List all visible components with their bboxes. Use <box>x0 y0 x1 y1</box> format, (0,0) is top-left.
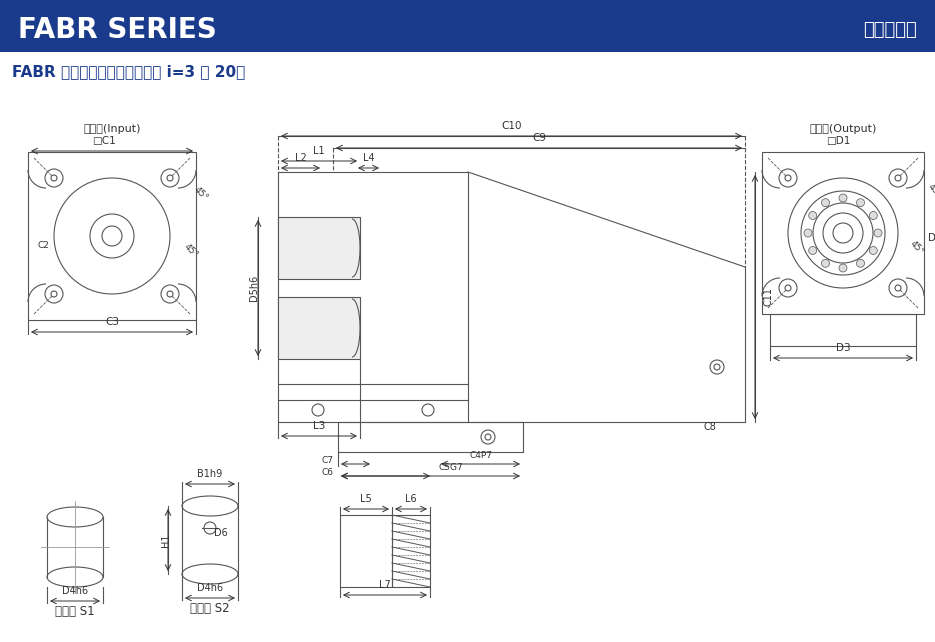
Text: C4P7: C4P7 <box>469 451 492 460</box>
Text: D6: D6 <box>214 528 228 538</box>
Text: □C1: □C1 <box>93 136 116 146</box>
Text: L4: L4 <box>363 153 374 163</box>
Circle shape <box>839 264 847 272</box>
Bar <box>278 217 360 279</box>
Text: C2: C2 <box>38 241 50 250</box>
Text: C7: C7 <box>322 456 334 465</box>
Text: FABR 系列尺寸（单节，减速比 i=3 ～ 20）: FABR 系列尺寸（单节，减速比 i=3 ～ 20） <box>12 64 245 80</box>
Text: 45°: 45° <box>182 243 199 260</box>
Text: C10: C10 <box>501 121 522 131</box>
Text: 输入端(Input): 输入端(Input) <box>83 124 141 134</box>
Circle shape <box>804 229 812 237</box>
Circle shape <box>874 229 882 237</box>
Text: C3: C3 <box>105 317 119 327</box>
Text: D5h6: D5h6 <box>249 275 259 301</box>
Bar <box>278 172 468 422</box>
Text: C8: C8 <box>703 422 716 432</box>
Text: D3: D3 <box>836 343 850 353</box>
Circle shape <box>822 198 829 207</box>
Circle shape <box>809 247 816 254</box>
Text: D4h6: D4h6 <box>197 583 223 593</box>
Text: L2: L2 <box>295 153 307 163</box>
Text: L1: L1 <box>313 146 324 156</box>
Circle shape <box>856 198 865 207</box>
Text: 45°: 45° <box>908 239 926 257</box>
Circle shape <box>809 211 816 220</box>
Circle shape <box>839 194 847 202</box>
Bar <box>770 314 916 346</box>
Circle shape <box>856 259 865 267</box>
Text: C11: C11 <box>764 288 774 306</box>
Circle shape <box>870 247 877 254</box>
Text: L7: L7 <box>379 580 391 590</box>
Bar <box>340 515 392 587</box>
Text: C5G7: C5G7 <box>439 463 463 472</box>
Circle shape <box>822 259 829 267</box>
Text: 行星减速机: 行星减速机 <box>863 21 917 39</box>
Bar <box>278 297 360 359</box>
Text: FABR SERIES: FABR SERIES <box>18 16 217 44</box>
Text: 45°: 45° <box>192 186 209 203</box>
Text: D4h6: D4h6 <box>62 586 88 596</box>
Text: □D1: □D1 <box>826 136 850 146</box>
Text: D2: D2 <box>928 233 935 243</box>
Text: C9: C9 <box>532 133 546 143</box>
Text: C6: C6 <box>322 468 334 477</box>
Text: L5: L5 <box>360 494 372 504</box>
Bar <box>338 422 523 452</box>
Text: H1: H1 <box>161 534 171 547</box>
Circle shape <box>870 211 877 220</box>
Bar <box>762 152 924 314</box>
Text: 输出端(Output): 输出端(Output) <box>810 124 877 134</box>
Text: L6: L6 <box>405 494 417 504</box>
Bar <box>0 0 935 52</box>
Bar <box>392 515 430 587</box>
Text: B1h9: B1h9 <box>197 469 223 479</box>
Text: L3: L3 <box>313 421 325 431</box>
Text: 轴型式 S2: 轴型式 S2 <box>190 602 230 615</box>
Text: 轴型式 S1: 轴型式 S1 <box>55 605 94 618</box>
Bar <box>28 152 196 320</box>
Text: 45°: 45° <box>926 182 935 200</box>
